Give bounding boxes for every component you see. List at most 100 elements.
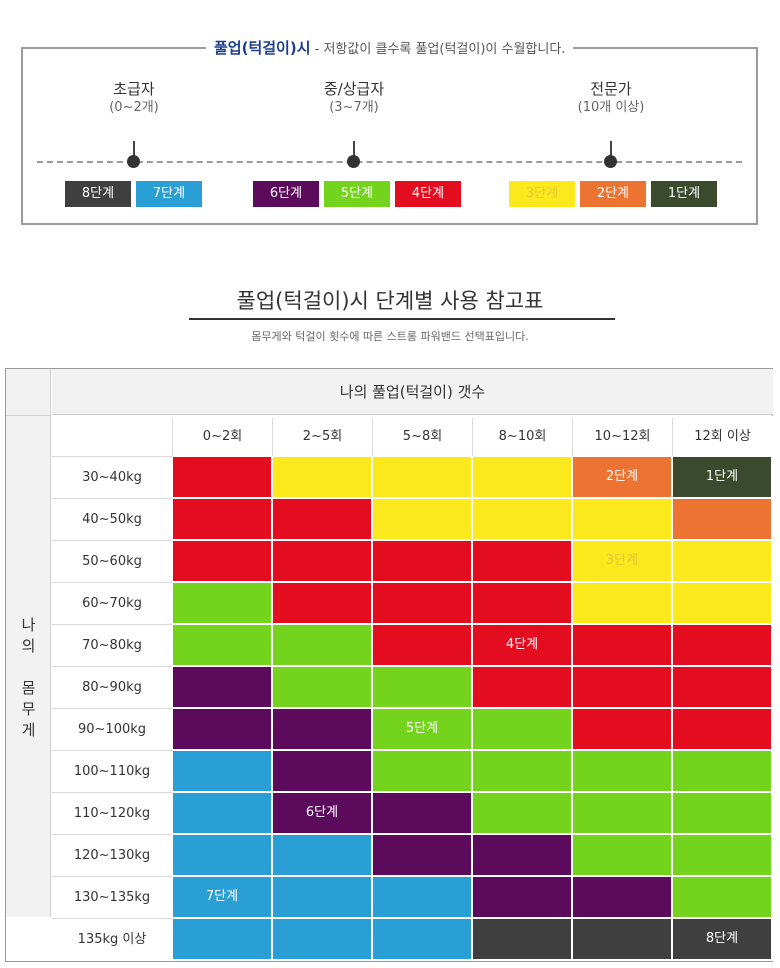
weight-label: 100~110kg xyxy=(52,750,172,792)
side-header-divider xyxy=(6,415,51,416)
table-cell xyxy=(673,877,771,917)
table-cell xyxy=(573,583,671,623)
table-cell: 3단계 xyxy=(573,541,671,581)
table-cell xyxy=(473,709,571,749)
column-header: 10~12회 xyxy=(572,418,672,456)
stage-chip: 7단계 xyxy=(136,181,202,207)
stage-chip: 6단계 xyxy=(253,181,319,207)
table-cell xyxy=(373,793,471,833)
weight-label: 70~80kg xyxy=(52,624,172,666)
table-cell xyxy=(473,835,571,875)
table-cell xyxy=(273,919,371,959)
legend-caption-text: - 저항값이 클수록 풀업(턱걸이)이 수월합니다. xyxy=(310,42,566,57)
table-cell xyxy=(473,751,571,791)
table-cell xyxy=(273,625,371,665)
table-cell xyxy=(573,625,671,665)
level-expert: 전문가 (10개 이상) xyxy=(521,79,701,117)
level-range: (0~2개) xyxy=(109,100,159,115)
column-header: 0~2회 xyxy=(172,418,272,456)
table-cell: 7단계 xyxy=(173,877,271,917)
legend-caption: 풀업(턱걸이)시 - 저항값이 클수록 풀업(턱걸이)이 수월합니다. xyxy=(206,37,574,61)
table-cell xyxy=(373,919,471,959)
table-cell xyxy=(573,499,671,539)
title-underline xyxy=(189,318,615,320)
table-cell xyxy=(173,457,271,497)
level-intermediate: 중/상급자 (3~7개) xyxy=(264,79,444,117)
level-marker-dot xyxy=(127,155,140,168)
table-cell xyxy=(673,625,771,665)
table-cell: 1단계 xyxy=(673,457,771,497)
level-marker-stem xyxy=(133,141,135,159)
side-header xyxy=(6,369,51,961)
table-cell xyxy=(473,583,571,623)
level-name: 중/상급자 xyxy=(323,80,385,98)
table-cell xyxy=(473,877,571,917)
weight-label: 30~40kg xyxy=(52,456,172,498)
table-cell xyxy=(573,835,671,875)
reference-table: 나의 풀업(턱걸이) 갯수 0~2회 2~5회 5~8회 8~10회 10~12회 12회… xyxy=(5,368,773,962)
table-cell xyxy=(273,835,371,875)
table-cell xyxy=(173,709,271,749)
level-name: 초급자 xyxy=(113,80,155,98)
level-dashed-line xyxy=(37,161,742,163)
weight-label: 130~135kg xyxy=(52,876,172,918)
table-cell xyxy=(473,919,571,959)
table-cell xyxy=(273,667,371,707)
stage-chip: 3단계 xyxy=(509,181,575,207)
table-cell xyxy=(173,499,271,539)
table-cell xyxy=(373,541,471,581)
table-cell xyxy=(373,751,471,791)
table-cell xyxy=(273,709,371,749)
legend-box: 풀업(턱걸이)시 - 저항값이 클수록 풀업(턱걸이)이 수월합니다. 초급자 … xyxy=(21,37,758,225)
table-cell xyxy=(573,877,671,917)
table-cell xyxy=(473,499,571,539)
table-cell xyxy=(673,709,771,749)
table-cell xyxy=(673,499,771,539)
table-cell xyxy=(273,877,371,917)
weight-label: 40~50kg xyxy=(52,498,172,540)
table-cell xyxy=(673,751,771,791)
table-cell xyxy=(573,709,671,749)
table-cell xyxy=(673,835,771,875)
table-cell xyxy=(173,919,271,959)
weight-label: 135kg 이상 xyxy=(52,918,172,960)
table-cell xyxy=(273,751,371,791)
table-header: 나의 풀업(턱걸이) 갯수 xyxy=(52,369,773,415)
level-name: 전문가 xyxy=(590,80,632,98)
table-cell xyxy=(373,877,471,917)
stage-chip: 4단계 xyxy=(395,181,461,207)
table-cell: 5단계 xyxy=(373,709,471,749)
table-cell xyxy=(573,667,671,707)
table-cell: 4단계 xyxy=(473,625,571,665)
table-cell xyxy=(473,793,571,833)
weight-label: 110~120kg xyxy=(52,792,172,834)
table-cell xyxy=(373,625,471,665)
side-blank-corner xyxy=(6,917,51,961)
column-header: 8~10회 xyxy=(472,418,572,456)
stage-chip: 2단계 xyxy=(580,181,646,207)
table-cell xyxy=(273,457,371,497)
table-cell: 2단계 xyxy=(573,457,671,497)
table-cell xyxy=(673,541,771,581)
table-cell xyxy=(673,667,771,707)
level-beginner: 초급자 (0~2개) xyxy=(44,79,224,117)
level-marker-stem xyxy=(610,141,612,159)
stage-chip: 8단계 xyxy=(65,181,131,207)
page-subtitle: 몸무게와 턱걸이 횟수에 따른 스트롱 파워밴드 선택표입니다. xyxy=(251,330,529,343)
table-cell xyxy=(173,793,271,833)
weight-label: 50~60kg xyxy=(52,540,172,582)
weight-label: 60~70kg xyxy=(52,582,172,624)
table-cell xyxy=(373,835,471,875)
table-cell xyxy=(173,583,271,623)
level-range: (3~7개) xyxy=(329,100,379,115)
table-cell xyxy=(373,667,471,707)
table-cell xyxy=(173,541,271,581)
page-title: 풀업(턱걸이)시 단계별 사용 참고표 xyxy=(236,289,544,313)
weight-label: 120~130kg xyxy=(52,834,172,876)
table-cell xyxy=(173,835,271,875)
table-cell xyxy=(573,919,671,959)
table-cell xyxy=(373,583,471,623)
table-cell xyxy=(273,583,371,623)
table-cell xyxy=(573,793,671,833)
